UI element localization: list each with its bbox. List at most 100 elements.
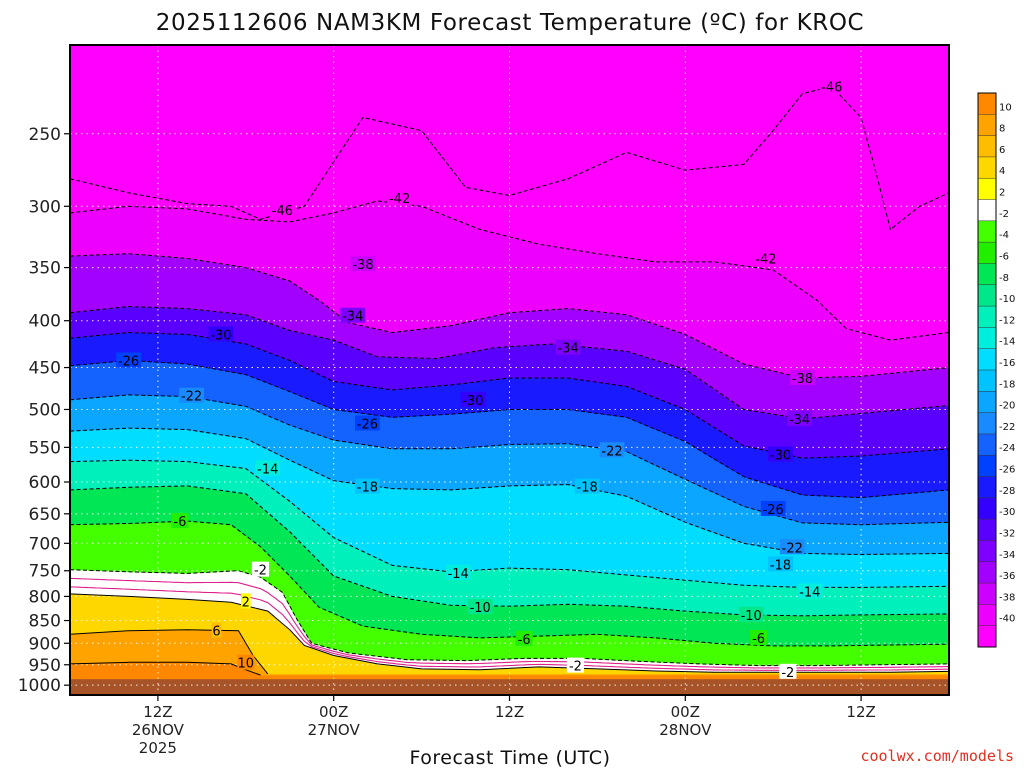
isotherm-label: -22	[601, 444, 622, 459]
isotherm-label: -42	[755, 252, 776, 267]
colorbar-label: 8	[999, 124, 1005, 135]
plot-area: -46-46-42-42-38-38-34-34-34-30-30-30-26-…	[70, 45, 949, 695]
y-tick-label: 350	[29, 259, 61, 279]
isotherm-label: -26	[763, 503, 784, 518]
x-tick-label: 2025	[139, 739, 177, 757]
grid-lines	[70, 45, 949, 695]
colorbar-label: -30	[999, 507, 1015, 518]
isotherm-label-bg	[790, 370, 815, 386]
isotherm-label: 6	[212, 625, 220, 640]
isotherm-label-bg	[208, 326, 234, 342]
isotherm-10	[70, 661, 261, 676]
isotherm-label: -30	[462, 394, 483, 409]
colorbar-label: -40	[999, 614, 1015, 625]
isotherm-label-bg	[340, 307, 366, 323]
colorbar-swatch	[978, 135, 996, 158]
colorbar-swatch	[978, 114, 996, 137]
colorbar-swatch	[978, 561, 996, 584]
colorbar-label: -28	[999, 486, 1015, 497]
y-tick-label: 950	[29, 656, 61, 676]
colorbar-label: -6	[999, 251, 1009, 262]
isotherm-label: -34	[789, 413, 810, 428]
isotherm-label: -46	[821, 81, 842, 96]
colorbar-swatch	[978, 583, 996, 605]
colorbar-label: -22	[999, 422, 1015, 433]
colorbar-swatch	[978, 284, 996, 307]
isotherm--46	[70, 85, 949, 231]
colorbar-swatch	[978, 455, 996, 477]
colorbar-swatch	[978, 93, 996, 115]
isotherm-label-bg	[255, 460, 281, 476]
ground-layer	[70, 679, 949, 695]
isotherm-label: -38	[352, 258, 373, 273]
isotherm-label: -30	[770, 449, 791, 464]
isotherm--18	[70, 427, 949, 556]
isotherm-label: -26	[357, 418, 378, 433]
colorbar-swatch	[978, 306, 996, 328]
isotherm-label: -14	[448, 567, 469, 582]
isotherm-label: -22	[782, 541, 803, 556]
isotherm-label: -42	[389, 192, 410, 207]
isotherm-label-bg	[566, 657, 585, 673]
x-tick-label: 26NOV	[132, 721, 185, 739]
isotherm-label-bg	[354, 415, 380, 431]
x-tick-label: 00Z	[671, 703, 700, 721]
isotherm-label: -10	[741, 609, 762, 624]
isotherm-label: -6	[173, 515, 186, 530]
credit-text: coolwx.com/models	[860, 747, 1014, 765]
isotherm-label: -46	[272, 204, 293, 219]
isotherm-label: 10	[238, 657, 255, 672]
colorbar-swatch	[978, 625, 996, 648]
isotherm-label: -30	[210, 328, 231, 343]
isotherm-label-bg	[179, 387, 204, 403]
colorbar-swatch	[978, 391, 996, 414]
isotherm-label: -18	[577, 481, 598, 496]
isotherm-label-bg	[779, 539, 805, 555]
x-tick-label: 27NOV	[308, 721, 361, 739]
colorbar-swatch	[978, 370, 996, 392]
isotherm-label: 2	[242, 595, 250, 610]
colorbar-label: -38	[999, 592, 1015, 603]
isotherm-label: -6	[752, 632, 765, 647]
colorbar-label: -36	[999, 571, 1015, 582]
colorbar-label: -32	[999, 528, 1015, 539]
isotherm-label-bg	[768, 446, 793, 462]
isotherm-label-bg	[819, 78, 845, 94]
x-tick-label: 28NOV	[659, 721, 712, 739]
isotherm--42	[70, 200, 949, 341]
isotherm-label: -2	[254, 564, 267, 579]
colorbar-label: -16	[999, 358, 1015, 369]
isotherm-label: -18	[770, 558, 791, 573]
isotherm-label: -34	[342, 310, 363, 325]
isotherm-label-bg	[787, 410, 812, 426]
colorbar-label: -34	[999, 550, 1015, 561]
colorbar-label: -26	[999, 465, 1015, 476]
isotherm-label-bg	[797, 583, 823, 599]
isotherm-label-bg	[211, 622, 222, 638]
y-tick-label: 800	[29, 587, 61, 607]
colorbar-label: 4	[999, 166, 1005, 177]
colorbar-swatch	[978, 412, 996, 435]
isotherm-label-bg	[237, 654, 255, 670]
colorbar-legend: 10 8 6 4 2 -2 -4 -6 -8 -10 -12 -14 -16 -18 -20 -22 -24 -2…	[977, 92, 1015, 648]
isotherm-label-bg	[387, 190, 413, 206]
isotherm-label: -6	[518, 633, 531, 648]
freezing-line-1	[70, 586, 949, 671]
isotherm-label: -26	[118, 354, 139, 369]
isotherm-2	[70, 593, 949, 673]
isotherm-label: -34	[557, 342, 578, 357]
x-axis-label: Forecast Time (UTC)	[410, 747, 611, 768]
y-tick-label: 600	[29, 473, 61, 493]
isotherm-label-bg	[768, 556, 793, 572]
colorbar-swatch	[978, 199, 996, 222]
y-tick-label: 1000	[18, 676, 61, 696]
colorbar-label: -10	[999, 294, 1015, 305]
x-tick-label: 00Z	[319, 703, 348, 721]
colorbar-swatch	[978, 178, 996, 200]
chart-title: 2025112606 NAM3KM Forecast Temperature (…	[156, 10, 864, 36]
colorbar-swatch	[978, 220, 996, 243]
x-tick-label: 12Z	[143, 703, 172, 721]
colorbar-label: -18	[999, 379, 1015, 390]
y-tick-label: 450	[29, 359, 61, 379]
